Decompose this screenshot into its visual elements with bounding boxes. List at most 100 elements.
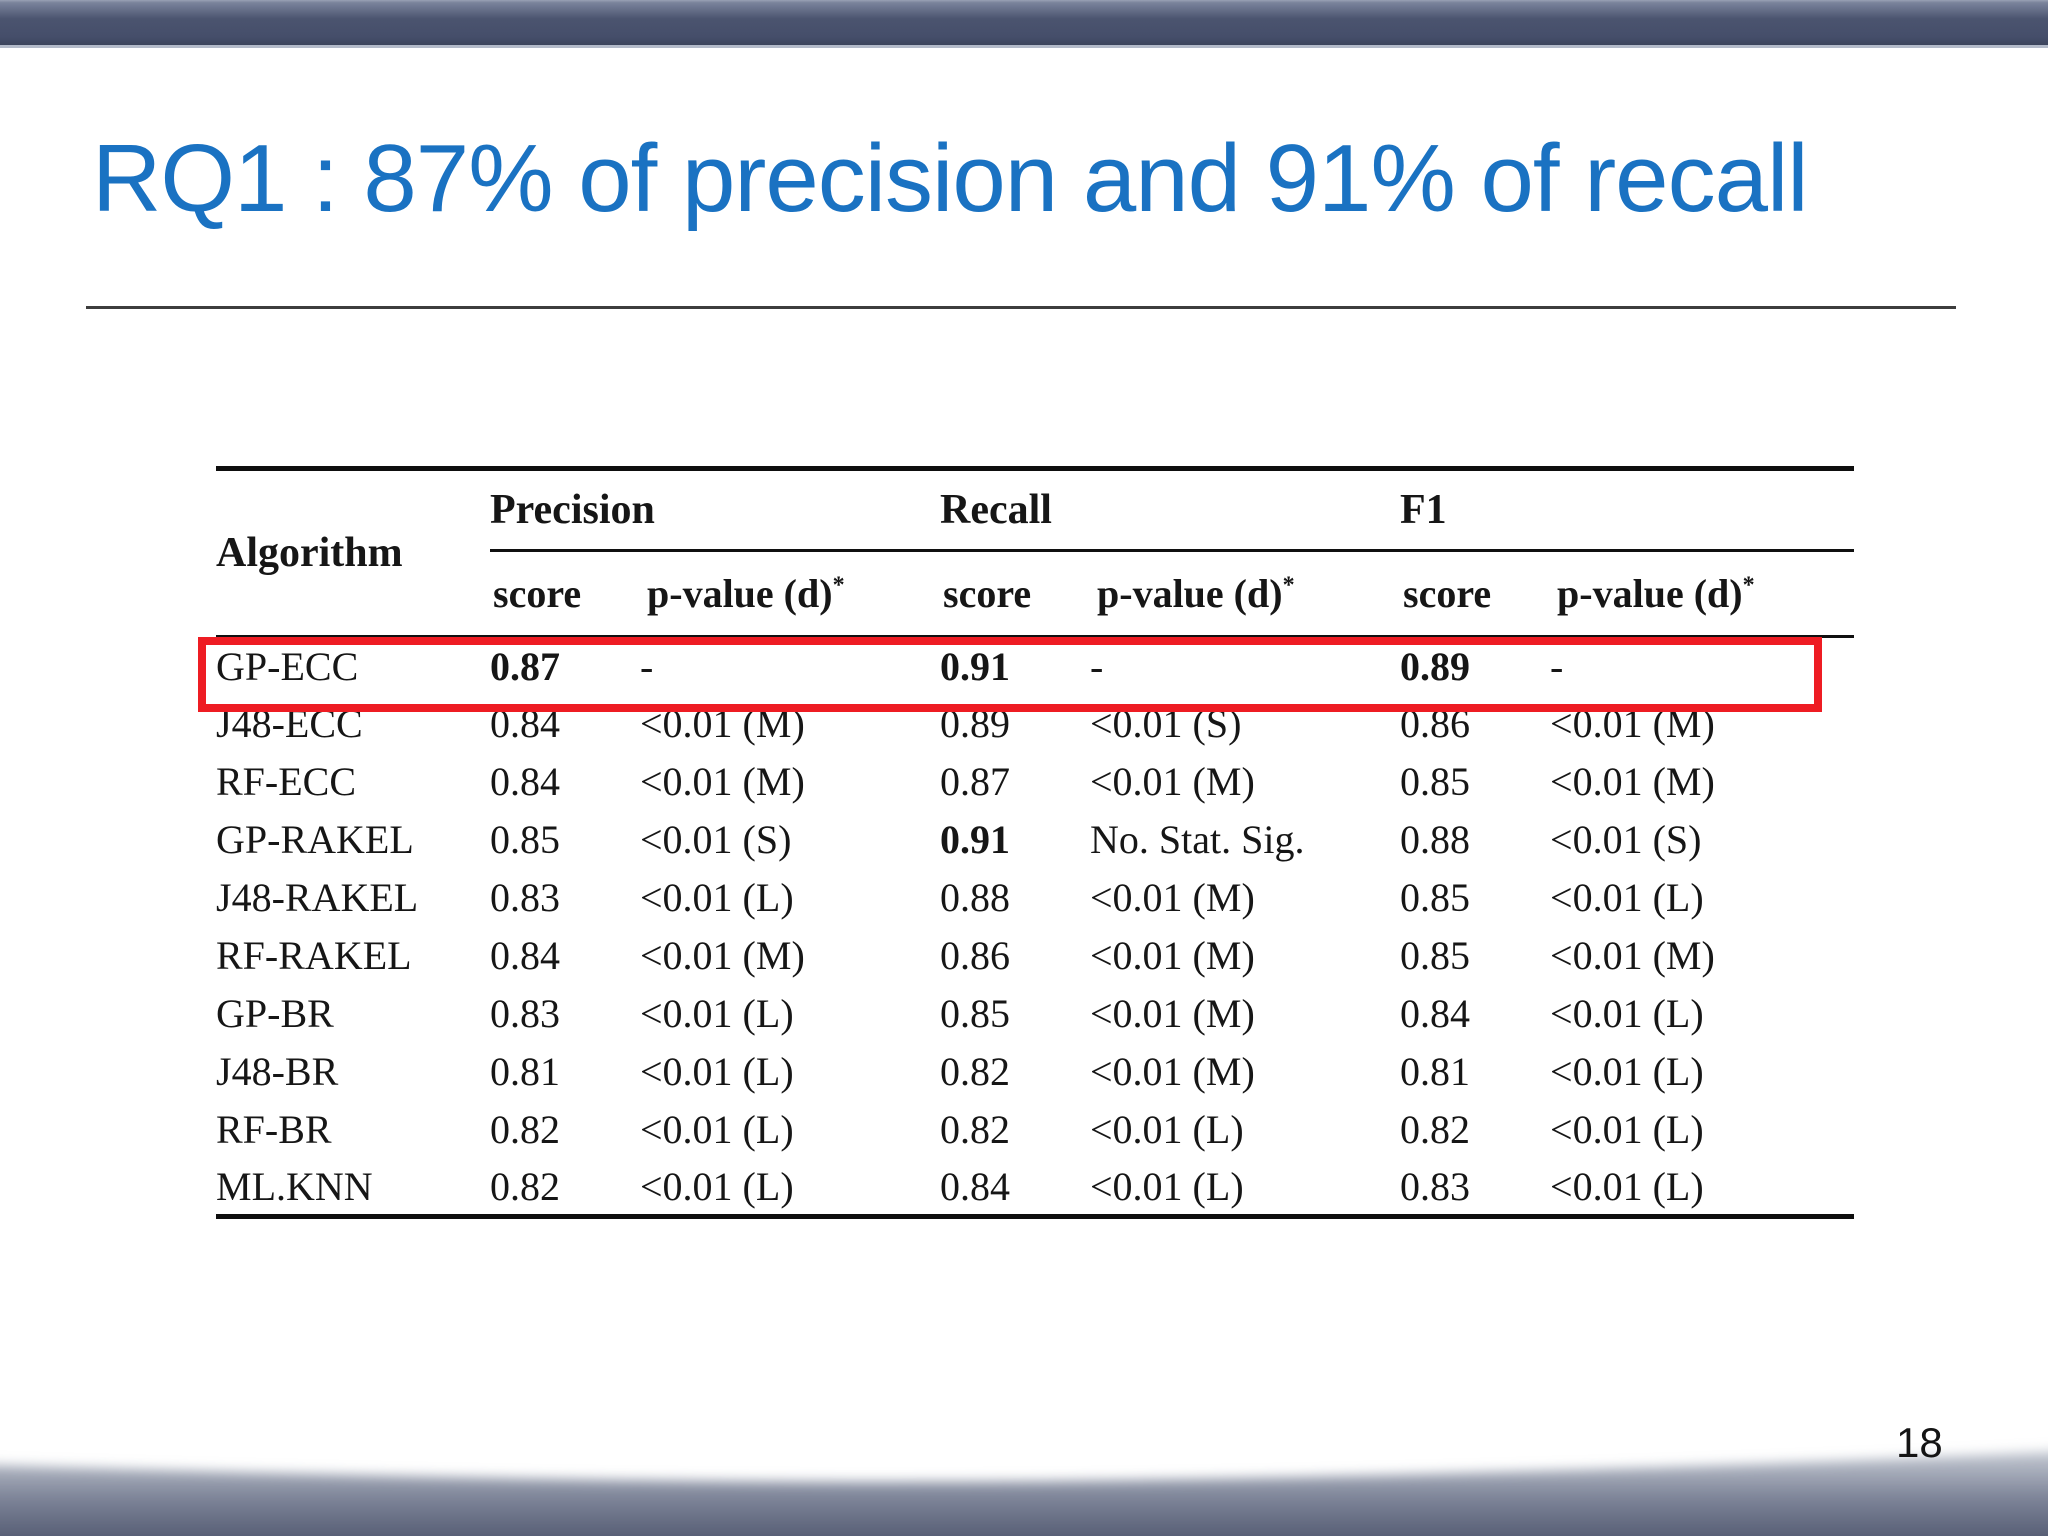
score-cell: 0.85 [490, 817, 560, 862]
pvalue-cell: <0.01 (L) [640, 991, 794, 1036]
score-cell: 0.82 [940, 1107, 1010, 1152]
score-cell: 0.85 [1400, 759, 1471, 804]
score-cell: 0.82 [490, 1163, 560, 1209]
table-row: J48-ECC 0.84 <0.01 (M) 0.89 <0.01 (S) 0.86 <0.… [216, 695, 1854, 753]
algorithm-cell: GP-BR [216, 991, 334, 1036]
pvalue-cell: <0.01 (M) [640, 759, 805, 804]
table-row: GP-BR 0.83 <0.01 (L) 0.85 <0.01 (M) 0.84 <0.01… [216, 985, 1854, 1043]
f1-score-header: score [1400, 550, 1551, 638]
sub-header-label: score [943, 571, 1032, 616]
sub-header-label: score [1403, 571, 1492, 616]
score-cell: 0.85 [1400, 933, 1471, 978]
score-cell: 0.86 [940, 933, 1010, 978]
algorithm-cell: J48-BR [216, 1049, 339, 1094]
score-cell: 0.84 [940, 1163, 1010, 1209]
pvalue-cell: <0.01 (M) [1090, 759, 1255, 804]
pvalue-cell: <0.01 (L) [1550, 1107, 1704, 1152]
pvalue-cell: <0.01 (L) [1550, 1163, 1704, 1209]
precision-group-header: Precision [490, 468, 940, 552]
results-table-body: GP-ECC 0.87 - 0.91 - 0.89 - J48-ECC 0.84 <0.01 (M… [216, 637, 1854, 1217]
pvalue-cell: <0.01 (S) [1550, 817, 1702, 862]
algorithm-cell: GP-RAKEL [216, 817, 414, 862]
table-row: RF-ECC 0.84 <0.01 (M) 0.87 <0.01 (M) 0.85 <0.0… [216, 753, 1854, 811]
score-cell: 0.91 [940, 643, 1010, 689]
algorithm-cell: ML.KNN [216, 1163, 373, 1209]
pvalue-cell: <0.01 (M) [640, 933, 805, 978]
footnote-star: * [1742, 572, 1755, 599]
group-header-row: Algorithm Precision Recall F1 [216, 468, 1855, 638]
score-cell: 0.88 [1400, 817, 1471, 862]
pvalue-cell: <0.01 (L) [1550, 991, 1704, 1036]
score-cell: 0.81 [1400, 1049, 1471, 1094]
table-row: RF-BR 0.82 <0.01 (L) 0.82 <0.01 (L) 0.82 <0.01… [216, 1101, 1854, 1159]
top-bar-edge [0, 45, 2048, 48]
pvalue-cell: <0.01 (S) [1090, 701, 1242, 746]
algorithm-cell: RF-BR [216, 1107, 332, 1152]
pvalue-cell: - [640, 643, 654, 689]
precision-pvalue-header: p-value (d)* [640, 550, 940, 638]
pvalue-cell: <0.01 (L) [640, 1107, 794, 1152]
score-cell: 0.87 [490, 643, 560, 689]
algorithm-cell: RF-ECC [216, 759, 357, 804]
score-cell: 0.91 [940, 817, 1010, 862]
pvalue-cell: <0.01 (M) [1550, 701, 1715, 746]
score-cell: 0.85 [940, 991, 1010, 1036]
recall-group-header: Recall [940, 468, 1401, 552]
sub-header-label: p-value (d) [647, 571, 833, 616]
f1-group-header: F1 [1400, 468, 1855, 552]
table-row: RF-RAKEL 0.84 <0.01 (M) 0.86 <0.01 (M) 0.85 <0… [216, 927, 1854, 985]
title-divider [86, 306, 1956, 309]
sub-header-label: p-value (d) [1557, 571, 1743, 616]
top-bar [0, 0, 2048, 45]
pvalue-cell: - [1090, 643, 1104, 689]
pvalue-cell: <0.01 (L) [640, 875, 794, 920]
results-table: Algorithm Precision Recall F1 score p-va… [216, 466, 1855, 1219]
score-cell: 0.82 [490, 1107, 560, 1152]
table-row: ML.KNN 0.82 <0.01 (L) 0.84 <0.01 (L) 0.83 <0.0… [216, 1159, 1854, 1217]
f1-pvalue-header: p-value (d)* [1550, 550, 1855, 638]
pvalue-cell: <0.01 (M) [1090, 875, 1255, 920]
score-cell: 0.82 [940, 1049, 1010, 1094]
pvalue-cell: <0.01 (M) [1550, 759, 1715, 804]
score-cell: 0.87 [940, 759, 1010, 804]
results-table-container: Algorithm Precision Recall F1 score p-va… [216, 466, 1855, 1219]
slide-title: RQ1 : 87% of precision and 91% of recall [92, 125, 1809, 232]
recall-score-header: score [940, 550, 1090, 638]
pvalue-cell: <0.01 (L) [640, 1049, 794, 1094]
footer-wave [0, 1451, 2048, 1536]
score-cell: 0.89 [1400, 643, 1471, 689]
pvalue-cell: <0.01 (M) [640, 701, 805, 746]
pvalue-cell: <0.01 (M) [1090, 991, 1255, 1036]
score-cell: 0.82 [1400, 1107, 1471, 1152]
precision-score-header: score [490, 550, 640, 638]
score-cell: 0.83 [490, 991, 560, 1036]
algorithm-cell: GP-ECC [216, 643, 359, 689]
score-cell: 0.84 [490, 759, 560, 804]
score-cell: 0.88 [940, 875, 1010, 920]
footnote-star: * [832, 572, 845, 599]
pvalue-cell: <0.01 (L) [1550, 1049, 1704, 1094]
page-number: 18 [1896, 1419, 1943, 1466]
pvalue-cell: <0.01 (L) [1090, 1107, 1244, 1152]
pvalue-cell: No. Stat. Sig. [1090, 817, 1305, 862]
pvalue-cell: <0.01 (L) [640, 1163, 794, 1209]
algorithm-cell: J48-RAKEL [216, 875, 419, 920]
algorithm-column-header: Algorithm [216, 468, 490, 638]
score-cell: 0.84 [1400, 991, 1471, 1036]
algorithm-cell: J48-ECC [216, 701, 363, 746]
table-row: J48-BR 0.81 <0.01 (L) 0.82 <0.01 (M) 0.81 <0.0… [216, 1043, 1854, 1101]
pvalue-cell: - [1550, 643, 1564, 689]
pvalue-cell: <0.01 (S) [640, 817, 792, 862]
pvalue-cell: <0.01 (M) [1090, 933, 1255, 978]
score-cell: 0.89 [940, 701, 1010, 746]
table-row: GP-ECC 0.87 - 0.91 - 0.89 - [216, 637, 1854, 695]
footnote-star: * [1282, 572, 1295, 599]
score-cell: 0.83 [490, 875, 560, 920]
pvalue-cell: <0.01 (L) [1550, 875, 1704, 920]
score-cell: 0.83 [1400, 1163, 1471, 1209]
pvalue-cell: <0.01 (M) [1090, 1049, 1255, 1094]
table-row: J48-RAKEL 0.83 <0.01 (L) 0.88 <0.01 (M) 0.85 <… [216, 869, 1854, 927]
score-cell: 0.84 [490, 933, 560, 978]
table-row: GP-RAKEL 0.85 <0.01 (S) 0.91 No. Stat. Sig. 0… [216, 811, 1854, 869]
sub-header-row: score p-value (d)* score p-value (d)* sc… [216, 550, 1855, 638]
